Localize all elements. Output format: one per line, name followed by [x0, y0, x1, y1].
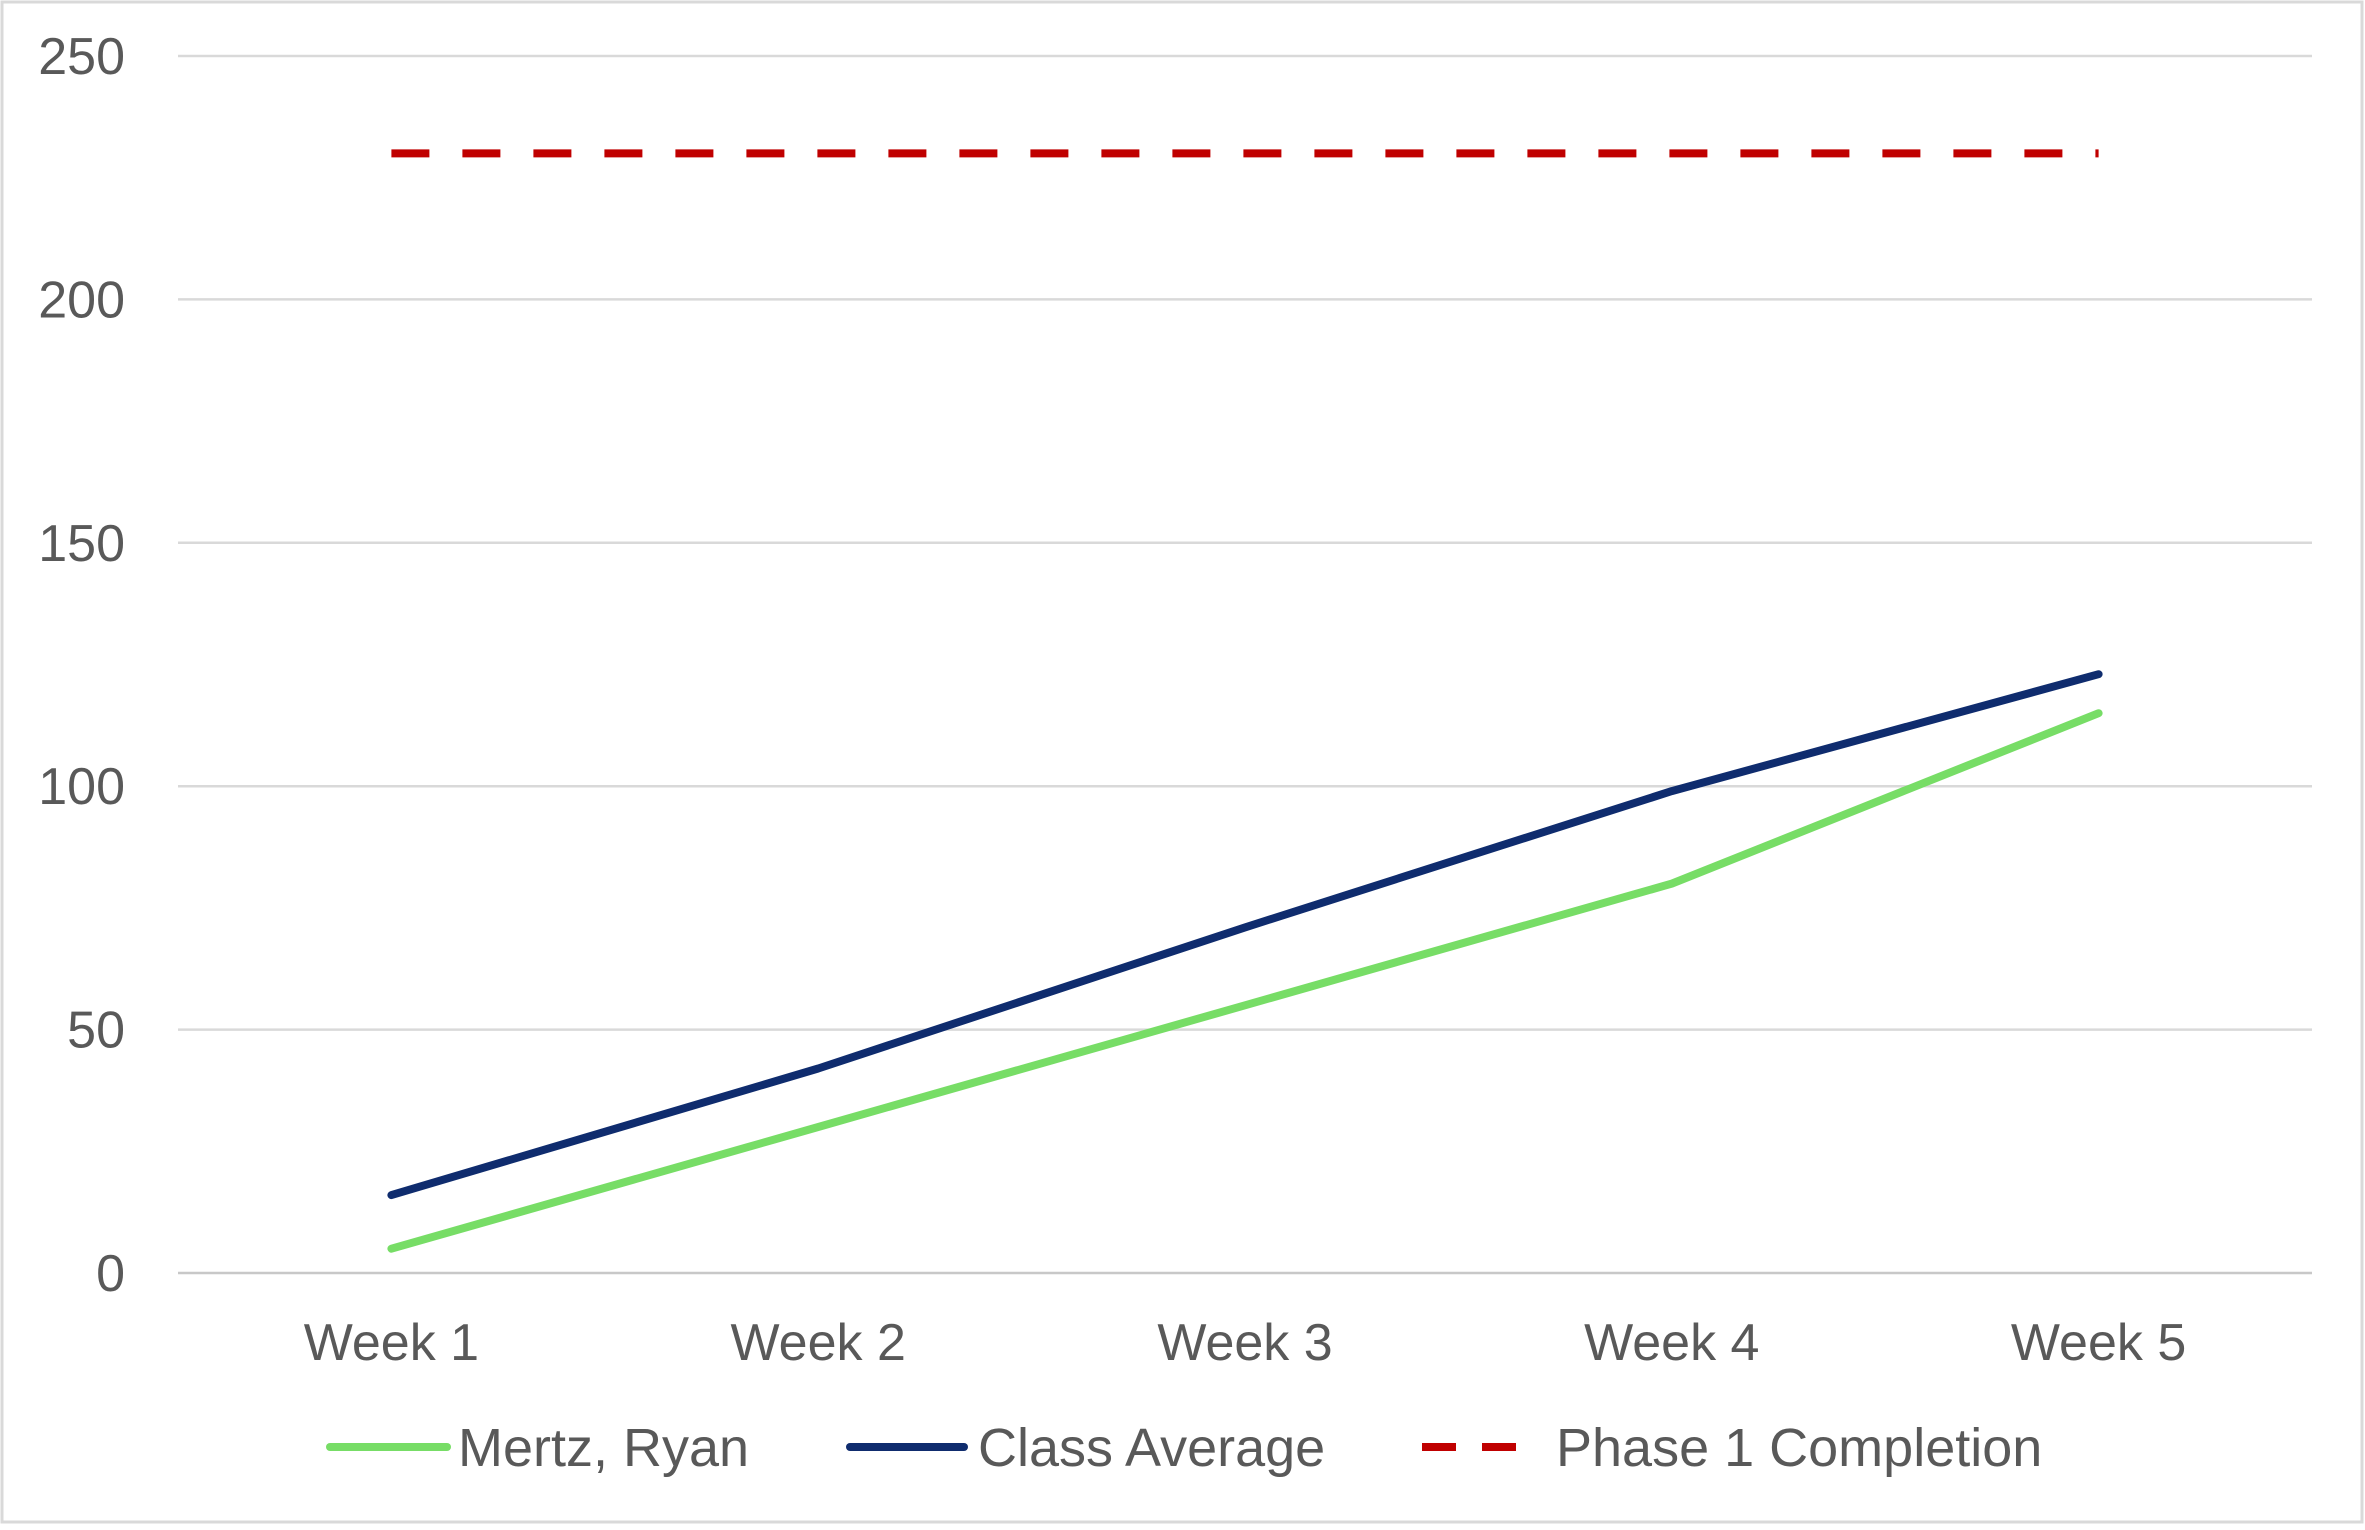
legend-label-1: Mertz, Ryan [458, 1418, 749, 1478]
y-tick-label-0: 0 [96, 1245, 125, 1303]
y-tick-label-150: 150 [38, 515, 125, 573]
series-line-2 [387, 670, 2103, 1200]
x-tick-label: Week 5 [2011, 1314, 2186, 1372]
x-tick-label: Week 4 [1584, 1314, 1759, 1372]
gridlines [178, 54, 2312, 1275]
y-axis-ticks: 0 50 100 150 200 250 [38, 28, 125, 1303]
series-line-1 [387, 709, 2103, 1253]
series-lines [387, 149, 2103, 1253]
y-tick-label-50: 50 [67, 1002, 125, 1060]
x-tick-label: Week 3 [1157, 1314, 1332, 1372]
legend-label-3: Phase 1 Completion [1556, 1418, 2042, 1478]
x-axis-ticks: Week 1 Week 2 Week 3 Week 4 Week 5 [304, 1314, 2187, 1372]
x-tick-label: Week 1 [304, 1314, 479, 1372]
legend-label-2: Class Average [978, 1418, 1325, 1478]
y-tick-label-100: 100 [38, 758, 125, 816]
x-tick-label: Week 2 [731, 1314, 906, 1372]
y-tick-label-200: 200 [38, 271, 125, 329]
y-tick-label-250: 250 [38, 28, 125, 86]
legend: Mertz, Ryan Class Average Phase 1 Completi… [326, 1418, 2042, 1478]
